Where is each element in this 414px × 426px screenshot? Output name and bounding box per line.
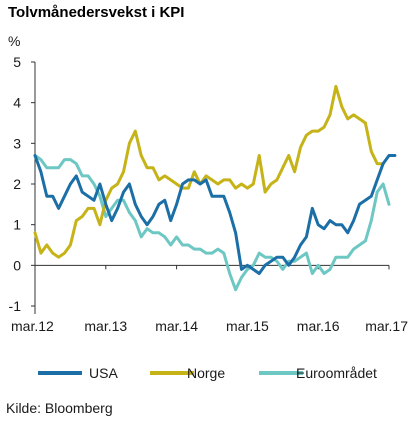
x-tick-label: mar.16 — [297, 318, 340, 334]
y-tick-label: 1 — [13, 217, 21, 233]
source-note: Kilde: Bloomberg — [6, 400, 113, 416]
series-line-norge — [33, 84, 385, 259]
series-line-euroomr-det — [33, 154, 391, 292]
x-tick-label: mar.12 — [11, 318, 54, 334]
y-tick-label: 4 — [13, 95, 21, 111]
legend-label-euroomr-det: Euroområdet — [296, 365, 377, 381]
chart-title: Tolvmånedersvekst i KPI — [8, 4, 184, 21]
y-axis-unit: % — [8, 33, 20, 49]
x-tick-label: mar.17 — [365, 318, 408, 334]
y-tick-label: 3 — [13, 135, 21, 151]
x-tick-label: mar.15 — [226, 318, 269, 334]
x-tick-label: mar.13 — [84, 318, 127, 334]
y-tick-label: 2 — [13, 176, 21, 192]
axes: -1 0 1 2 3 4 5 mar.12 mar.13 mar.14 mar.15 mar.16 ma… — [9, 54, 409, 334]
y-tick-label: 5 — [13, 54, 21, 70]
y-tick-label: -1 — [9, 298, 22, 314]
legend: USA Norge Euroområdet — [38, 365, 377, 381]
y-tick-label: 0 — [13, 257, 21, 273]
legend-label-usa: USA — [89, 365, 118, 381]
series-line-usa — [33, 154, 397, 275]
x-tick-label: mar.14 — [155, 318, 198, 334]
legend-label-norge: Norge — [187, 365, 225, 381]
series-lines — [33, 84, 397, 292]
